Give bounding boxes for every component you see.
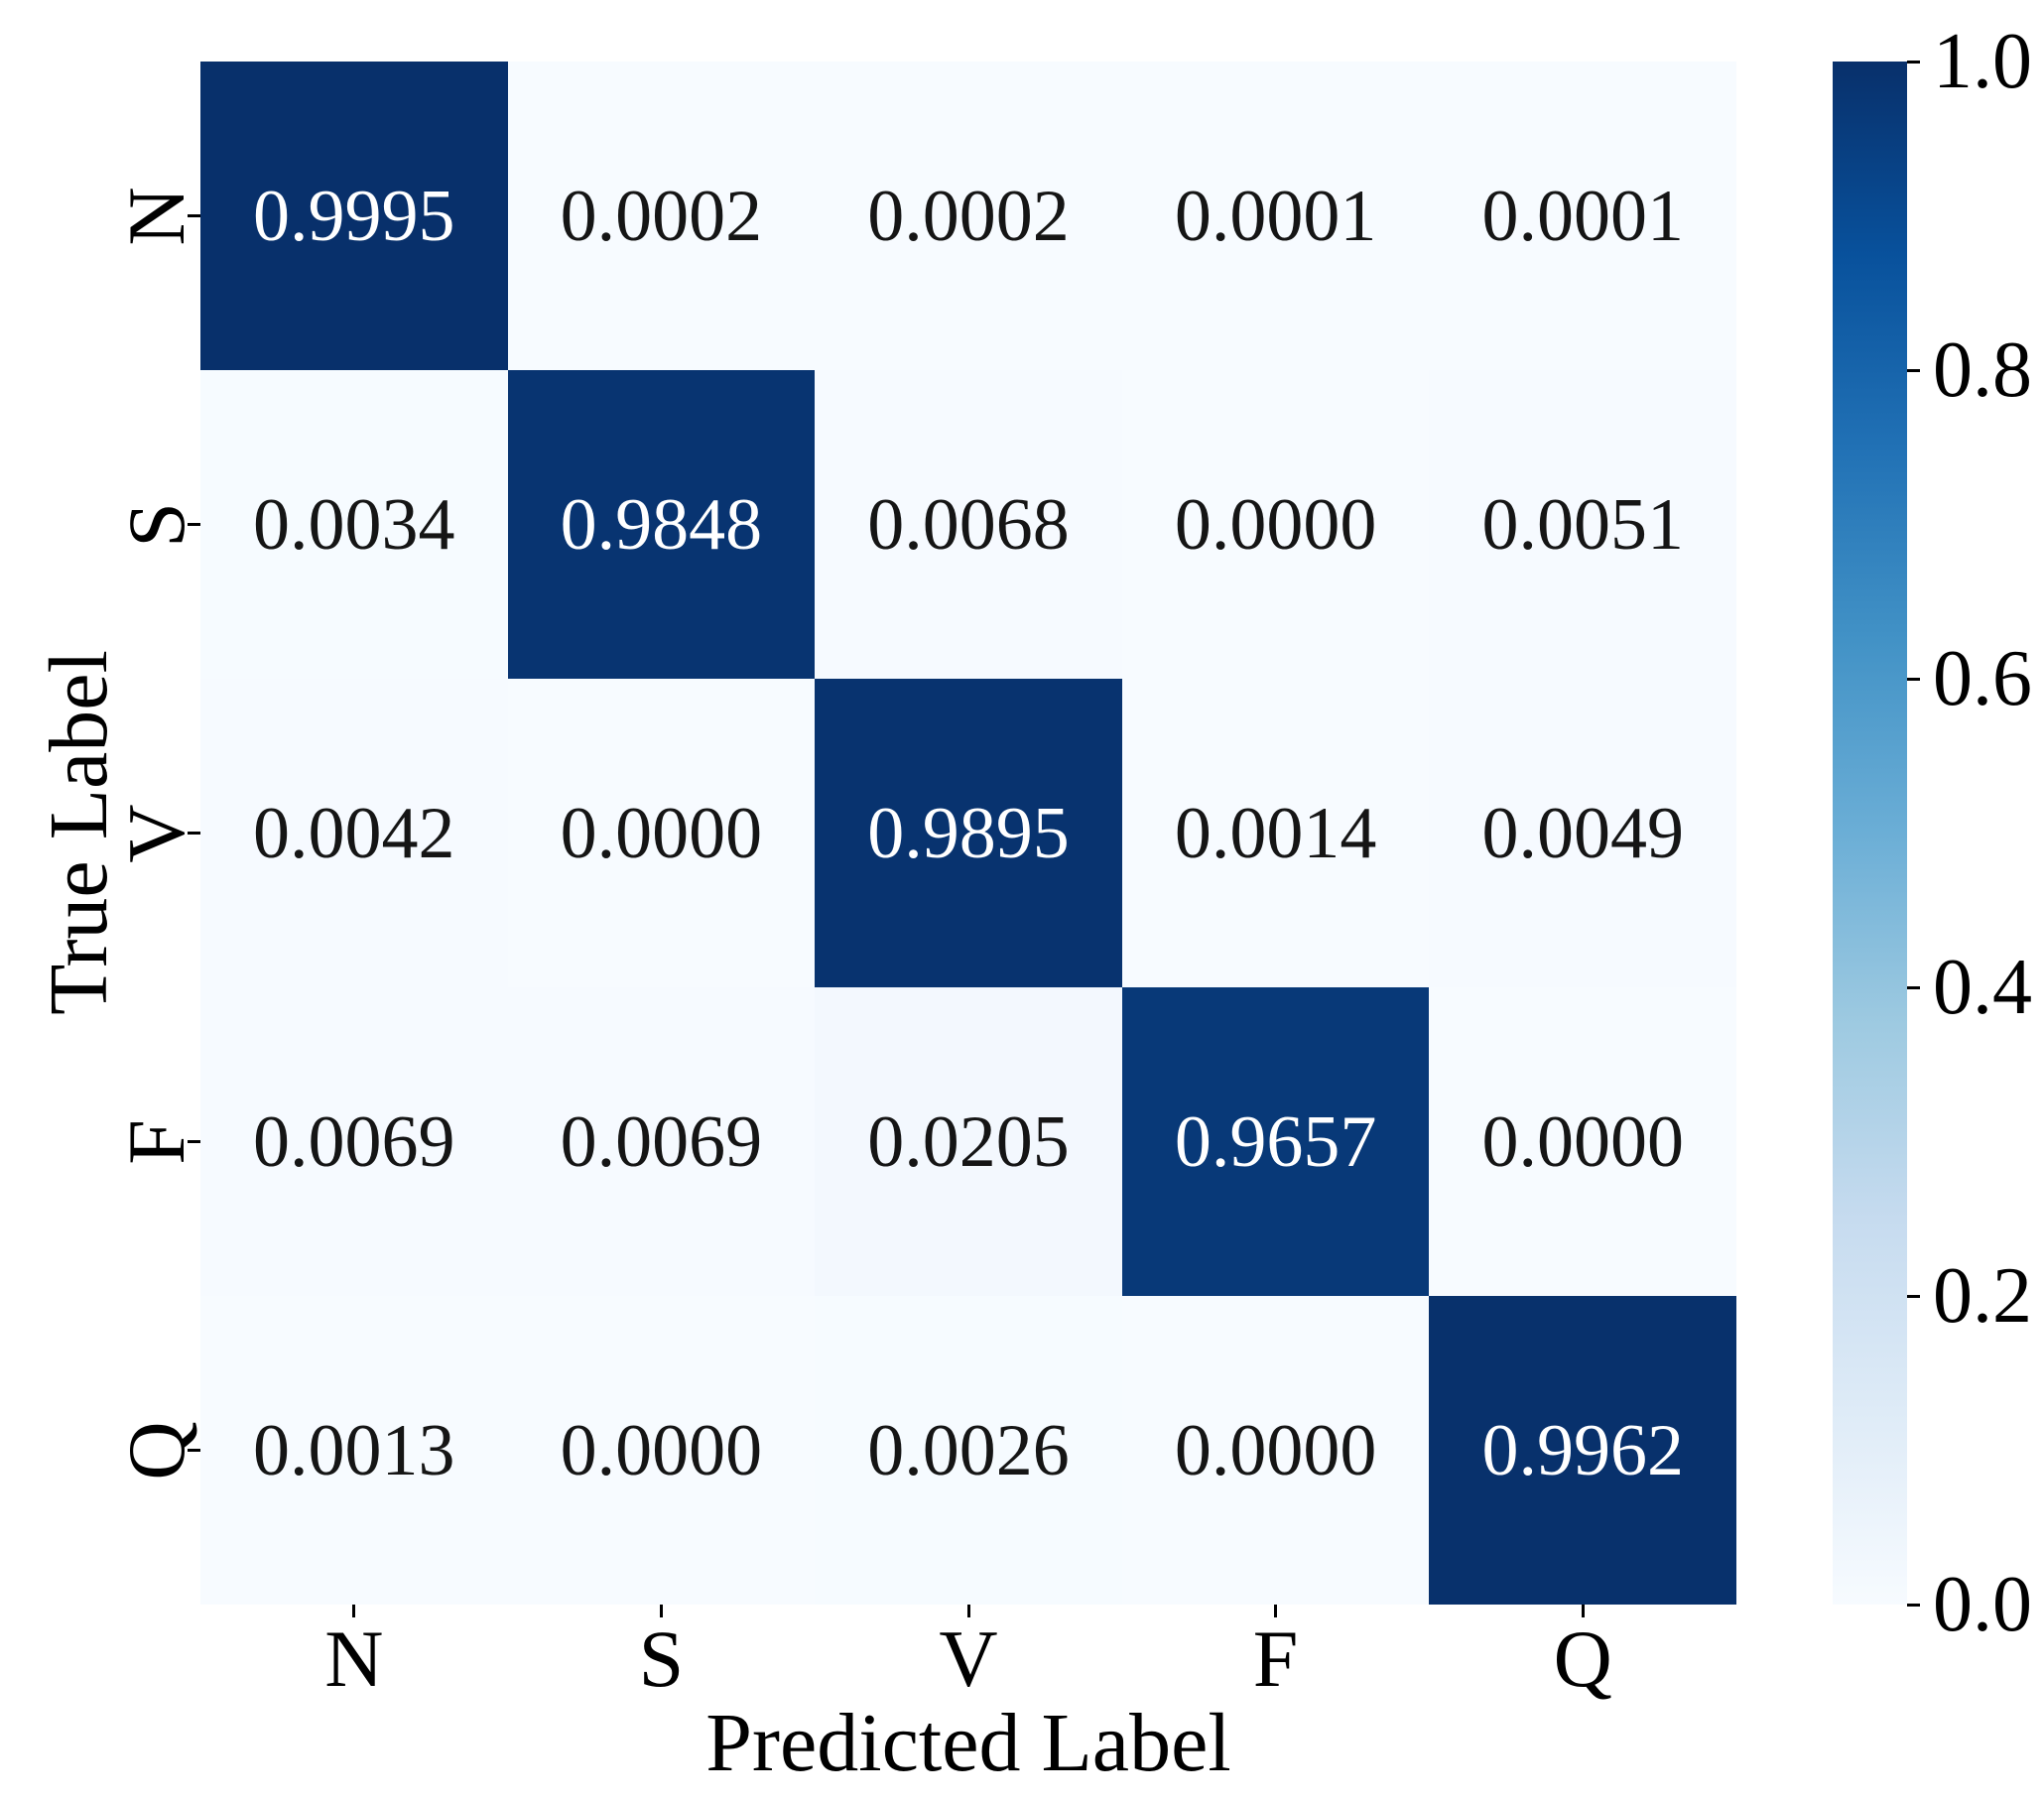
x-tick-label: Q: [1553, 1613, 1612, 1704]
heatmap-cell: 0.0002: [507, 62, 816, 370]
x-axis-tick-mark: [966, 1605, 970, 1617]
heatmap-cell: 0.0001: [1429, 62, 1736, 370]
colorbar-tick-label: 0.8: [1933, 326, 2032, 414]
heatmap-cell: 0.0049: [1429, 679, 1736, 987]
heatmap-cell: 0.0014: [1121, 679, 1430, 987]
y-tick-label: F: [111, 1118, 201, 1165]
x-tick-label: N: [324, 1613, 384, 1704]
x-tick-label: F: [1252, 1613, 1299, 1704]
y-tick-label: Q: [111, 1420, 201, 1481]
heatmap-cell: 0.0051: [1429, 370, 1736, 679]
x-axis-tick-mark: [1581, 1605, 1585, 1617]
heatmap-cell: 0.0000: [1121, 1296, 1430, 1605]
y-axis-tick-mark: [188, 1140, 200, 1143]
colorbar-tick-label: 1.0: [1933, 18, 2032, 105]
heatmap-cell: 0.0013: [200, 1296, 508, 1605]
heatmap-cell: 0.0000: [507, 1296, 816, 1605]
y-tick-label: S: [111, 501, 201, 548]
y-axis-tick-mark: [188, 1449, 200, 1452]
y-axis-tick-mark: [188, 523, 200, 526]
colorbar-tick-mark: [1907, 985, 1920, 989]
heatmap-cell: 0.9995: [200, 62, 508, 370]
colorbar-tick-label: 0.2: [1933, 1252, 2032, 1340]
y-tick-label: V: [111, 803, 201, 863]
x-tick-label: V: [939, 1613, 998, 1704]
heatmap-cell: 0.0001: [1121, 62, 1430, 370]
heatmap-cell: 0.0000: [1429, 987, 1736, 1296]
x-axis-tick-mark: [352, 1605, 356, 1617]
colorbar: [1833, 62, 1907, 1605]
colorbar-tick-mark: [1907, 1294, 1920, 1298]
heatmap-cell: 0.0026: [815, 1296, 1122, 1605]
x-axis-tick-mark: [1274, 1605, 1278, 1617]
x-tick-label: S: [638, 1613, 685, 1704]
heatmap-cell: 0.0000: [1121, 370, 1430, 679]
y-axis-title: True Label: [33, 650, 125, 1015]
heatmap-cell: 0.9848: [507, 370, 816, 679]
colorbar-tick-label: 0.6: [1933, 635, 2032, 722]
heatmap-cell: 0.9962: [1429, 1296, 1736, 1605]
heatmap-cell: 0.0042: [200, 679, 508, 987]
y-axis-tick-mark: [188, 214, 200, 217]
colorbar-tick-mark: [1907, 60, 1920, 64]
heatmap-cell: 0.9657: [1121, 987, 1430, 1296]
heatmap-cell: 0.0002: [815, 62, 1122, 370]
colorbar-tick-mark: [1907, 1603, 1920, 1607]
heatmap-cell: 0.0205: [815, 987, 1122, 1296]
heatmap-cell: 0.0000: [507, 679, 816, 987]
colorbar-tick-label: 0.0: [1933, 1561, 2032, 1648]
y-tick-label: N: [111, 186, 201, 246]
colorbar-tick-label: 0.4: [1933, 944, 2032, 1031]
colorbar-tick-mark: [1907, 677, 1920, 681]
heatmap-plot-area: 0.9995 0.0002 0.0002 0.0001 0.0001 0.0034 0.98…: [200, 62, 1736, 1605]
heatmap-cell: 0.0034: [200, 370, 508, 679]
heatmap-cell: 0.0069: [507, 987, 816, 1296]
x-axis-tick-mark: [659, 1605, 663, 1617]
x-axis-title: Predicted Label: [705, 1697, 1231, 1789]
heatmap-cell: 0.0068: [815, 370, 1122, 679]
y-axis-tick-mark: [188, 832, 200, 835]
heatmap-cell: 0.0069: [200, 987, 508, 1296]
colorbar-tick-mark: [1907, 368, 1920, 372]
heatmap-cell: 0.9895: [815, 679, 1122, 987]
